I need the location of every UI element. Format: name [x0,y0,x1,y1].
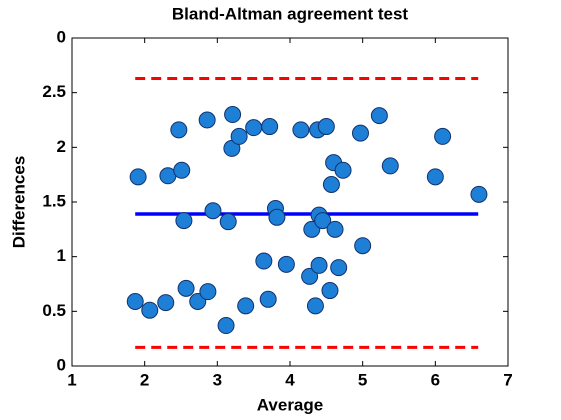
point [230,127,248,145]
chart-title: Bland-Altman agreement test [172,4,408,23]
point [292,121,310,139]
point [370,107,388,125]
point [354,237,372,255]
x-tick-label: 7 [503,370,512,389]
point [334,161,352,179]
point [157,294,175,312]
point [217,317,235,335]
point [177,279,195,297]
point [470,185,488,203]
point [175,212,193,230]
y-tick-label: 0.5 [42,301,66,320]
x-tick-label: 1 [67,370,76,389]
point [301,267,319,285]
point [198,111,216,129]
point [381,157,399,175]
point [219,213,237,231]
x-tick-label: 5 [358,370,367,389]
point [310,256,328,274]
point [434,127,452,145]
point [261,118,279,136]
y-axis-label: Differences [9,156,28,249]
point [326,220,344,238]
y-tick-label: 0 [57,27,66,46]
point [199,283,217,301]
point [204,202,222,220]
y-tick-label: 1 [57,246,66,265]
x-tick-label: 6 [431,370,440,389]
point [129,168,147,186]
x-tick-label: 4 [285,370,295,389]
point [268,208,286,226]
point [259,290,277,308]
y-tick-label: 2.5 [42,82,66,101]
point [317,118,335,136]
point [321,282,339,300]
point [255,252,273,270]
point [322,176,340,194]
point [224,106,242,124]
point [314,212,332,230]
point [277,255,295,273]
y-tick-label: 2 [57,137,66,156]
point [126,292,144,310]
point [245,119,263,137]
point [173,161,191,179]
y-tick-label: 0 [57,355,66,374]
y-tick-label: 1.5 [42,191,66,210]
point [170,121,188,139]
point [306,297,324,315]
x-axis-label: Average [257,395,323,414]
point [330,259,348,277]
x-tick-label: 3 [213,370,222,389]
x-tick-label: 2 [140,370,149,389]
point [426,168,444,186]
point [141,301,159,319]
point [351,124,369,142]
point [237,297,255,315]
